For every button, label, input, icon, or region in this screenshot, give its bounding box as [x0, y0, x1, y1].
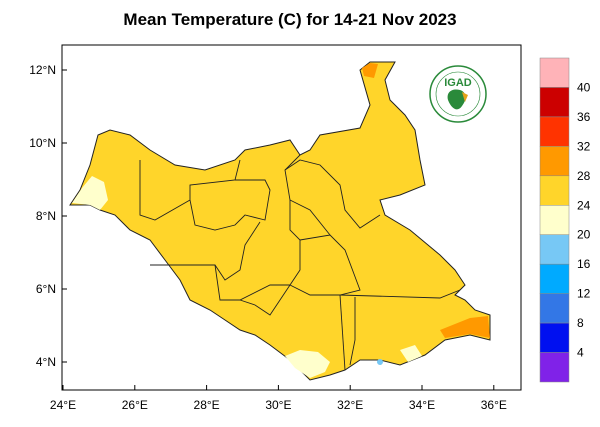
- colorbar-swatch: [539, 175, 570, 206]
- y-tick-label: 4°N: [36, 355, 56, 369]
- x-tick-label: 34°E: [409, 398, 435, 412]
- x-tick-label: 26°E: [122, 398, 148, 412]
- colorbar-label: 12: [577, 287, 591, 301]
- colorbar: 40 36 32 28 24 20 16 12 8 4: [539, 57, 591, 383]
- colorbar-label: 16: [577, 257, 591, 271]
- colorbar-swatch: [539, 234, 570, 265]
- colorbar-label: 40: [577, 80, 591, 94]
- x-tick-label: 36°E: [481, 398, 507, 412]
- colorbar-swatch: [539, 87, 570, 118]
- colorbar-swatch: [539, 263, 570, 294]
- warm-patch-north: [362, 63, 378, 78]
- igad-logo: [429, 65, 487, 123]
- colorbar-swatch: [539, 205, 570, 235]
- colorbar-label: 8: [577, 316, 584, 330]
- y-tick-label: 6°N: [36, 282, 56, 296]
- colorbar-label: 4: [577, 346, 584, 360]
- colorbar-swatch: [539, 116, 570, 147]
- cool-patch-southeast: [400, 345, 422, 362]
- colorbar-label: 32: [577, 139, 591, 153]
- logo-text: IGAD: [444, 77, 472, 89]
- colorbar-swatch: [539, 57, 570, 88]
- warm-patch-southeast: [440, 316, 490, 338]
- cold-spot: [377, 359, 383, 365]
- colorbar-label: 28: [577, 169, 591, 183]
- colorbar-swatch: [539, 322, 570, 353]
- x-tick-label: 30°E: [265, 398, 291, 412]
- y-tick-label: 10°N: [29, 136, 56, 150]
- colorbar-swatch: [539, 146, 570, 177]
- colorbar-swatch: [539, 293, 570, 324]
- x-axis: 24°E 26°E 28°E 30°E 32°E 34°E 36°E: [50, 385, 507, 412]
- y-tick-label: 8°N: [36, 209, 56, 223]
- y-tick-label: 12°N: [29, 63, 56, 77]
- cool-patch-west: [72, 176, 108, 210]
- map-title: Mean Temperature (C) for 14-21 Nov 2023: [123, 10, 457, 29]
- colorbar-label: 36: [577, 110, 591, 124]
- colorbar-label: 20: [577, 228, 591, 242]
- x-tick-label: 28°E: [194, 398, 220, 412]
- colorbar-swatch: [539, 352, 570, 383]
- cool-patch-south: [285, 350, 330, 378]
- x-tick-label: 32°E: [337, 398, 363, 412]
- x-tick-label: 24°E: [50, 398, 76, 412]
- country-fill: [69, 61, 491, 381]
- y-axis: 12°N 10°N 8°N 6°N 4°N: [29, 63, 67, 369]
- state-boundaries: [139, 154, 461, 371]
- south-sudan-outline: [69, 61, 491, 381]
- colorbar-label: 24: [577, 198, 591, 212]
